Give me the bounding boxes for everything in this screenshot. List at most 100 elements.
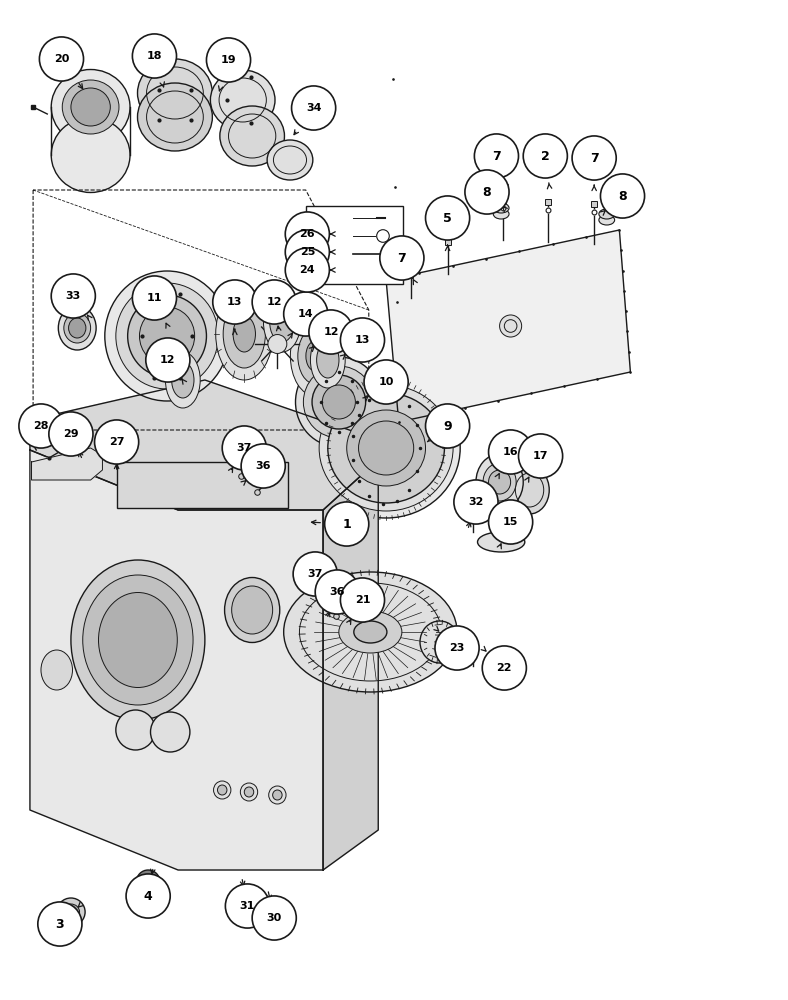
Text: 26: 26 (299, 229, 315, 239)
Circle shape (426, 404, 470, 448)
Bar (117, 462, 288, 508)
Text: 12: 12 (160, 355, 176, 365)
Circle shape (340, 318, 385, 362)
Ellipse shape (214, 781, 231, 799)
Circle shape (600, 174, 645, 218)
Ellipse shape (225, 578, 280, 643)
Text: 9: 9 (444, 420, 452, 432)
Ellipse shape (312, 378, 460, 518)
Text: 3: 3 (56, 918, 64, 930)
Ellipse shape (41, 650, 72, 690)
Ellipse shape (267, 140, 313, 180)
Circle shape (241, 444, 285, 488)
Ellipse shape (244, 787, 254, 797)
Circle shape (523, 134, 567, 178)
Ellipse shape (322, 385, 355, 419)
Ellipse shape (64, 313, 91, 343)
Text: 33: 33 (65, 291, 81, 301)
Ellipse shape (298, 328, 333, 384)
Text: 10: 10 (378, 377, 394, 387)
Text: 16: 16 (503, 447, 519, 457)
Circle shape (51, 274, 95, 318)
Ellipse shape (223, 300, 266, 368)
Text: 34: 34 (306, 103, 322, 113)
Ellipse shape (240, 783, 258, 801)
Ellipse shape (151, 712, 190, 752)
Circle shape (340, 578, 385, 622)
Text: 36: 36 (329, 587, 345, 597)
Text: 7: 7 (397, 251, 407, 264)
Ellipse shape (98, 592, 177, 688)
Ellipse shape (296, 357, 382, 447)
Circle shape (489, 500, 533, 544)
Text: 8: 8 (483, 186, 491, 198)
Ellipse shape (137, 83, 212, 151)
Ellipse shape (57, 898, 85, 926)
Text: 36: 36 (255, 461, 271, 471)
Polygon shape (386, 230, 630, 422)
Text: 18: 18 (147, 51, 162, 61)
Ellipse shape (493, 209, 509, 219)
Circle shape (465, 170, 509, 214)
Text: 28: 28 (33, 421, 49, 431)
Ellipse shape (269, 302, 295, 342)
Ellipse shape (269, 786, 286, 804)
Text: 11: 11 (147, 293, 162, 303)
Text: 25: 25 (299, 247, 315, 257)
Ellipse shape (116, 283, 218, 389)
Ellipse shape (319, 385, 453, 511)
Circle shape (268, 335, 287, 353)
Circle shape (49, 412, 93, 456)
Text: 22: 22 (496, 663, 512, 673)
Ellipse shape (62, 904, 80, 920)
Circle shape (519, 434, 563, 478)
Ellipse shape (233, 316, 255, 352)
Ellipse shape (303, 366, 374, 438)
Ellipse shape (599, 215, 615, 225)
Ellipse shape (599, 209, 615, 219)
Ellipse shape (172, 362, 194, 398)
Ellipse shape (216, 288, 273, 380)
Circle shape (293, 552, 337, 596)
Circle shape (454, 480, 498, 524)
Ellipse shape (232, 586, 273, 634)
Circle shape (285, 212, 329, 256)
Circle shape (572, 136, 616, 180)
Ellipse shape (263, 292, 301, 352)
Ellipse shape (139, 307, 195, 365)
Circle shape (482, 646, 526, 690)
Circle shape (39, 37, 84, 81)
Ellipse shape (128, 295, 206, 377)
Ellipse shape (284, 572, 457, 692)
Ellipse shape (141, 875, 155, 889)
Circle shape (95, 420, 139, 464)
Circle shape (146, 338, 190, 382)
Text: 13: 13 (355, 335, 370, 345)
Ellipse shape (510, 466, 549, 514)
Bar (306, 206, 403, 284)
Circle shape (225, 884, 269, 928)
Circle shape (213, 280, 257, 324)
Ellipse shape (58, 306, 96, 350)
Ellipse shape (306, 341, 325, 371)
Text: 37: 37 (236, 443, 252, 453)
Text: 5: 5 (443, 212, 452, 225)
Ellipse shape (137, 59, 212, 127)
Ellipse shape (420, 621, 459, 663)
Ellipse shape (51, 117, 130, 192)
Circle shape (285, 230, 329, 274)
Text: 7: 7 (492, 149, 501, 162)
Circle shape (252, 896, 296, 940)
Ellipse shape (489, 470, 511, 494)
Ellipse shape (220, 106, 284, 166)
Text: 24: 24 (299, 265, 315, 275)
Text: 19: 19 (221, 55, 236, 65)
Circle shape (284, 292, 328, 336)
Text: 14: 14 (298, 309, 314, 319)
Ellipse shape (328, 393, 444, 503)
Text: 12: 12 (266, 297, 282, 307)
Ellipse shape (217, 785, 227, 795)
Text: 13: 13 (227, 297, 243, 307)
Circle shape (325, 502, 369, 546)
Text: 8: 8 (619, 190, 626, 202)
